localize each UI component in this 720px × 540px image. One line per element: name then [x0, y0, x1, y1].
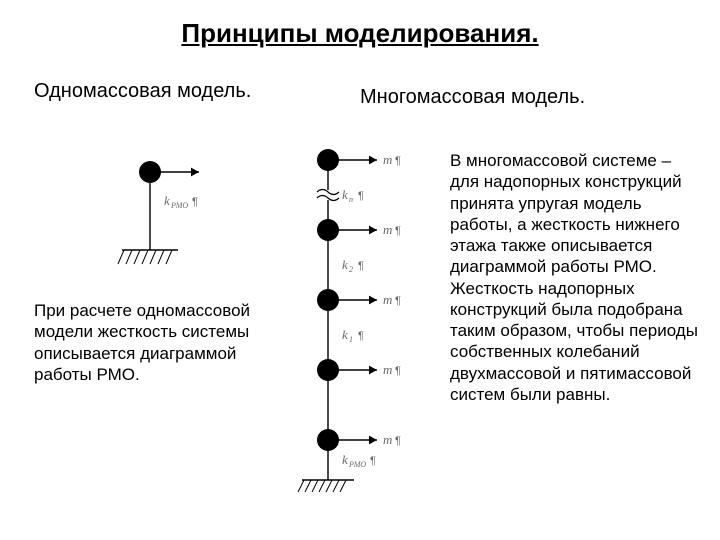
svg-text:¶: ¶: [395, 435, 401, 447]
svg-text:2: 2: [349, 265, 353, 274]
svg-text:¶: ¶: [358, 330, 364, 342]
left-paragraph: При расчете одномассовой модели жесткост…: [34, 300, 264, 385]
svg-text:РМО: РМО: [348, 460, 366, 469]
svg-text:РМО: РМО: [170, 201, 188, 210]
svg-text:¶: ¶: [358, 260, 364, 272]
svg-text:¶: ¶: [395, 155, 401, 167]
multi-mass-diagram: m¶m¶m¶m¶m¶kn¶k2¶k1¶kРМО¶: [288, 140, 438, 520]
main-title: Принципы моделирования.: [0, 18, 720, 49]
svg-text:m: m: [383, 222, 392, 237]
svg-text:k: k: [342, 452, 348, 467]
svg-text:m: m: [383, 152, 392, 167]
svg-text:m: m: [383, 362, 392, 377]
svg-text:k: k: [164, 193, 170, 208]
slide: Принципы моделирования. Одномассовая мод…: [0, 0, 720, 540]
left-heading: Одномассовая модель.: [34, 80, 254, 103]
svg-text:1: 1: [349, 335, 353, 344]
svg-text:m: m: [383, 432, 392, 447]
svg-text:n: n: [349, 195, 353, 204]
svg-text:k: k: [342, 327, 348, 342]
single-mass-diagram: kРМО ¶: [110, 150, 260, 280]
svg-text:¶: ¶: [395, 225, 401, 237]
right-paragraph: В многомассовой системе – для надопорных…: [450, 150, 704, 405]
svg-text:¶: ¶: [358, 190, 364, 202]
svg-text:¶: ¶: [395, 295, 401, 307]
svg-text:k: k: [342, 187, 348, 202]
svg-text:¶: ¶: [395, 365, 401, 377]
svg-text:k: k: [342, 257, 348, 272]
right-heading: Многомассовая модель.: [360, 86, 700, 109]
svg-text:m: m: [383, 292, 392, 307]
svg-text:¶: ¶: [192, 196, 198, 208]
svg-text:¶: ¶: [370, 455, 376, 467]
